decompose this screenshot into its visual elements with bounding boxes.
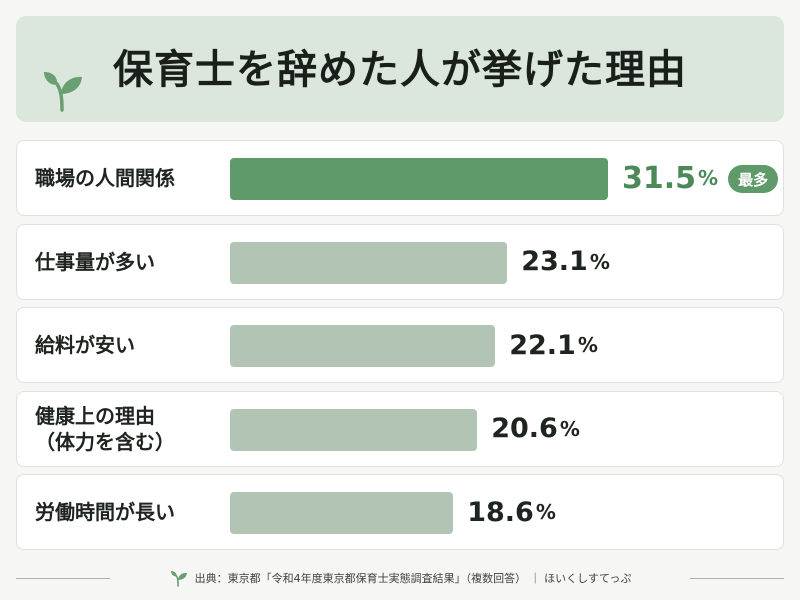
category-label: 仕事量が多い xyxy=(35,249,155,274)
bar xyxy=(230,408,478,451)
chart-row: 労働時間が長い 18.6% xyxy=(16,474,784,550)
data-label: 20.6% xyxy=(491,392,580,466)
data-label-value: 31.5 xyxy=(622,160,697,196)
data-label-value: 22.1 xyxy=(509,329,576,361)
data-label: 22.1% xyxy=(509,308,598,382)
source-footer: 出典：東京都「令和4年度東京都保育士実態調査結果」（複数回答） ｜ ほいくしすて… xyxy=(16,566,784,590)
sprout-icon xyxy=(170,571,187,587)
data-label-value: 20.6 xyxy=(491,413,558,444)
chart-row: 給料が安い 22.1% xyxy=(16,307,784,383)
bar xyxy=(230,325,496,367)
data-label-unit: % xyxy=(698,166,719,190)
source-text: 出典：東京都「令和4年度東京都保育士実態調査結果」（複数回答） ｜ ほいくしすて… xyxy=(194,572,632,585)
data-label-value: 23.1 xyxy=(521,246,588,277)
bar-chart: 職場の人間関係 31.5% 最多 仕事量が多い 23.1% 給料が安い 22.1% 健康上の理… xyxy=(16,140,784,550)
footer-divider-right xyxy=(690,578,784,579)
category-label: 職場の人間関係 xyxy=(35,166,175,190)
bar xyxy=(230,492,454,534)
data-label-unit: % xyxy=(577,333,598,357)
chart-title: 保育士を辞めた人が挙げた理由 xyxy=(113,47,687,93)
category-label: 給料が安い xyxy=(35,333,135,357)
title-banner: 保育士を辞めた人が挙げた理由 xyxy=(16,16,784,122)
data-label-unit: % xyxy=(535,500,556,524)
footer-divider-left xyxy=(16,578,110,579)
chart-row: 健康上の理由 （体力を含む） 20.6% xyxy=(16,390,784,467)
chart-row: 職場の人間関係 31.5% 最多 xyxy=(16,140,784,216)
bar xyxy=(230,158,608,200)
data-label-unit: % xyxy=(589,249,610,274)
category-label: 健康上の理由 （体力を含む） xyxy=(35,403,175,454)
bar xyxy=(230,241,508,284)
chart-row: 仕事量が多い 23.1% xyxy=(16,223,784,300)
data-label-value: 18.6 xyxy=(467,496,534,528)
data-label-unit: % xyxy=(559,416,580,441)
data-label: 18.6% xyxy=(467,475,556,549)
data-label: 23.1% xyxy=(521,225,610,299)
footer-content: 出典：東京都「令和4年度東京都保育士実態調査結果」（複数回答） ｜ ほいくしすて… xyxy=(120,566,680,590)
highlight-badge: 最多 xyxy=(728,165,779,193)
category-label: 労働時間が長い xyxy=(35,500,175,524)
sprout-icon xyxy=(44,72,82,112)
data-label: 31.5% xyxy=(622,141,718,215)
